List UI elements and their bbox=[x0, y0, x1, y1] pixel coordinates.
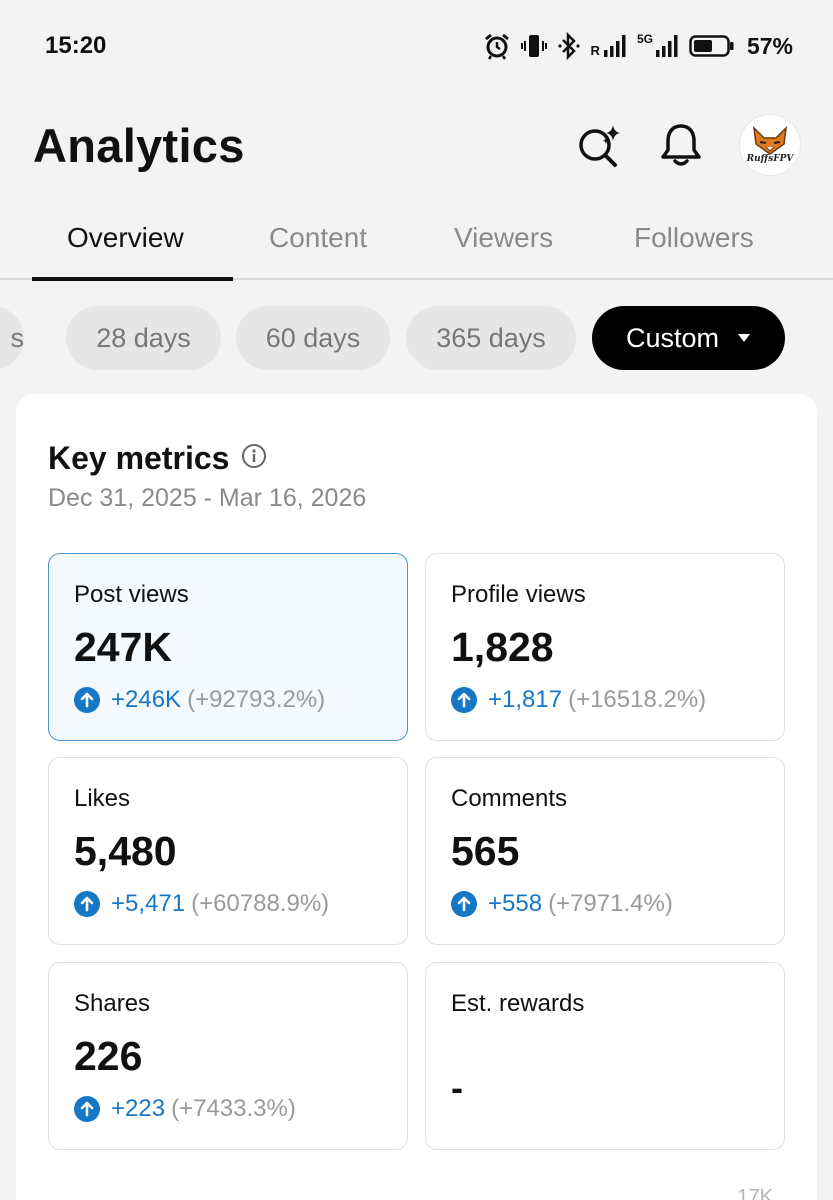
metric-change: +246K (+92793.2%) bbox=[74, 686, 325, 714]
metric-label: Comments bbox=[451, 785, 568, 812]
arrow-up-circle-icon bbox=[74, 1096, 100, 1122]
arrow-up-circle-icon bbox=[451, 891, 477, 917]
period-chip-365-days[interactable]: 365 days bbox=[406, 306, 576, 370]
metric-percent: (+7433.3%) bbox=[171, 1095, 296, 1122]
vibrate-icon bbox=[520, 32, 547, 60]
period-chip-28-days[interactable]: 28 days bbox=[66, 306, 221, 370]
period-chip-partial-label: s bbox=[10, 322, 25, 353]
status-time: 15:20 bbox=[45, 32, 107, 59]
metric-value: - bbox=[451, 1067, 463, 1108]
key-metrics-card: Key metrics Dec 31, 2025 - Mar 16, 2026 … bbox=[16, 394, 817, 1200]
period-chip-60-days[interactable]: 60 days bbox=[236, 306, 390, 370]
status-bar: 15:20 R 5G 57% bbox=[0, 0, 833, 92]
key-metrics-title: Key metrics bbox=[48, 440, 267, 477]
arrow-up-circle-icon bbox=[74, 687, 100, 713]
metric-change: +5,471 (+60788.9%) bbox=[74, 890, 329, 918]
metric-label: Likes bbox=[74, 785, 131, 812]
tab-overview[interactable]: Overview bbox=[67, 222, 184, 253]
key-metrics-title-text: Key metrics bbox=[48, 440, 230, 476]
metric-delta: +1,817 bbox=[488, 686, 563, 713]
metric-delta: +223 bbox=[111, 1095, 166, 1122]
avatar-text: RuffsFPV bbox=[746, 154, 794, 164]
status-icons: R 5G 57% bbox=[483, 30, 793, 62]
ai-search-button[interactable] bbox=[575, 121, 623, 169]
arrow-up-circle-icon bbox=[451, 687, 477, 713]
active-tab-indicator bbox=[32, 277, 233, 281]
battery-icon bbox=[689, 34, 735, 58]
metric-label: Profile views bbox=[451, 581, 586, 608]
metric-value: 226 bbox=[74, 1033, 143, 1079]
signal-5g-icon: 5G bbox=[636, 32, 679, 58]
metric-card-profile-views[interactable]: Profile views 1,828 +1,817 (+16518.2%) bbox=[425, 553, 785, 741]
metric-percent: (+60788.9%) bbox=[191, 890, 330, 917]
period-chip-partial[interactable]: s bbox=[0, 306, 24, 370]
info-icon[interactable] bbox=[241, 440, 267, 477]
period-selector: s 28 days 60 days 365 days Custom bbox=[0, 306, 833, 372]
bluetooth-icon bbox=[557, 32, 581, 60]
header-actions: RuffsFPV bbox=[575, 114, 801, 176]
tab-bar: Overview Content Viewers Followers bbox=[0, 212, 833, 281]
app-header: Analytics RuffsFPV bbox=[0, 100, 833, 200]
notifications-button[interactable] bbox=[657, 121, 705, 169]
battery-percent: 57% bbox=[746, 32, 793, 59]
arrow-up-circle-icon bbox=[74, 891, 100, 917]
fox-logo-icon bbox=[752, 126, 788, 155]
metric-card-shares[interactable]: Shares 226 +223 (+7433.3%) bbox=[48, 962, 408, 1150]
period-chip-custom-label: Custom bbox=[625, 322, 720, 353]
tab-content[interactable]: Content bbox=[269, 222, 368, 253]
metric-value: 247K bbox=[74, 624, 173, 670]
metric-change: +558 (+7971.4%) bbox=[451, 890, 673, 918]
metric-label: Est. rewards bbox=[451, 990, 585, 1017]
metric-label: Shares bbox=[74, 990, 151, 1017]
metric-card-post-views[interactable]: Post views 247K +246K (+92793.2%) bbox=[48, 553, 408, 741]
metric-percent: (+7971.4%) bbox=[548, 890, 673, 917]
tab-followers[interactable]: Followers bbox=[634, 222, 754, 253]
sparkle-search-icon bbox=[579, 125, 620, 167]
metric-delta: +246K bbox=[111, 686, 182, 713]
metric-value: 5,480 bbox=[74, 828, 177, 874]
page-title: Analytics bbox=[33, 119, 245, 172]
metric-card-est-rewards[interactable]: Est. rewards - bbox=[425, 962, 785, 1150]
signal-roaming-icon: R bbox=[591, 34, 627, 58]
metric-delta: +558 bbox=[488, 890, 543, 917]
metric-value: 1,828 bbox=[451, 624, 554, 670]
metric-change: +1,817 (+16518.2%) bbox=[451, 686, 706, 714]
network-label: 5G bbox=[636, 32, 653, 46]
metric-card-likes[interactable]: Likes 5,480 +5,471 (+60788.9%) bbox=[48, 757, 408, 945]
date-range: Dec 31, 2025 - Mar 16, 2026 bbox=[48, 484, 367, 512]
metric-label: Post views bbox=[74, 581, 189, 608]
tab-viewers[interactable]: Viewers bbox=[454, 222, 554, 253]
metric-percent: (+16518.2%) bbox=[568, 686, 707, 713]
caret-down-icon bbox=[738, 334, 751, 342]
roaming-label: R bbox=[590, 43, 600, 58]
metric-value: 565 bbox=[451, 828, 520, 874]
bell-icon bbox=[661, 124, 701, 166]
period-chip-custom[interactable]: Custom bbox=[592, 306, 785, 370]
metric-card-comments[interactable]: Comments 565 +558 (+7971.4%) bbox=[425, 757, 785, 945]
avatar[interactable]: RuffsFPV bbox=[739, 114, 801, 176]
metric-percent: (+92793.2%) bbox=[187, 686, 326, 713]
metric-change: +223 (+7433.3%) bbox=[74, 1095, 296, 1123]
metric-delta: +5,471 bbox=[111, 890, 186, 917]
alarm-icon bbox=[483, 32, 511, 60]
chart-axis-label: 17K bbox=[737, 1186, 773, 1200]
